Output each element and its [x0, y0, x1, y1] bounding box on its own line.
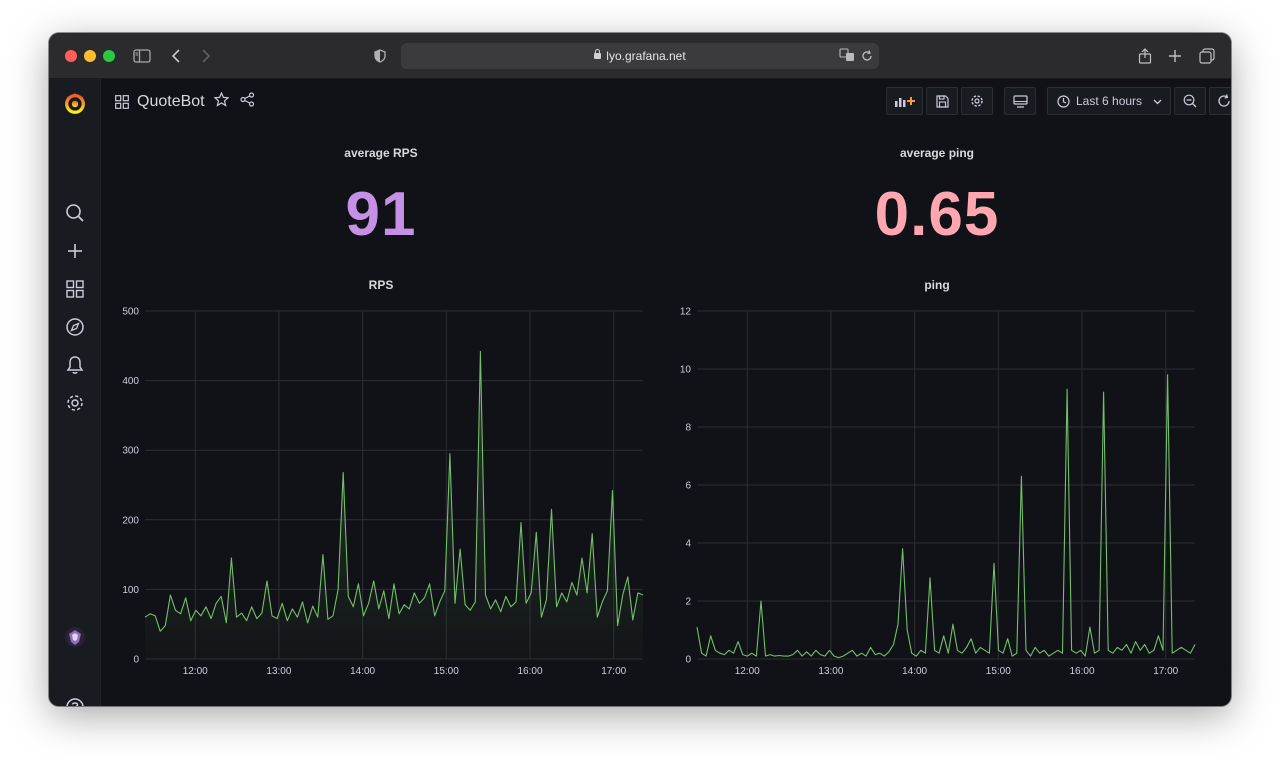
x-tick-label: 16:00	[1069, 666, 1094, 677]
sidebar-toggle-icon[interactable]	[131, 45, 153, 67]
close-window-button[interactable]	[65, 50, 77, 62]
help-icon[interactable]	[63, 695, 87, 706]
series-area-fill	[145, 351, 643, 659]
share-dashboard-icon[interactable]	[240, 92, 255, 112]
zoom-window-button[interactable]	[103, 50, 115, 62]
minimize-window-button[interactable]	[84, 50, 96, 62]
url-text: lyo.grafana.net	[606, 49, 686, 63]
browser-window: lyo.grafana.net	[49, 33, 1231, 706]
ping-time-series-chart[interactable]: 0 2 4 6 8 10 12 12:00 13:00 14:00 15:00 16:00 17:00	[663, 301, 1207, 681]
y-tick-label: 2	[685, 597, 691, 608]
create-plus-icon[interactable]	[63, 239, 87, 263]
series-line[interactable]	[696, 374, 1196, 659]
y-tick-label: 0	[685, 655, 691, 666]
time-range-picker[interactable]: Last 6 hours	[1047, 87, 1171, 115]
lock-icon	[594, 49, 602, 59]
graph-panel-title-ping[interactable]: ping	[924, 278, 950, 292]
browser-toolbar: lyo.grafana.net	[49, 33, 1231, 79]
configuration-gear-icon[interactable]	[63, 391, 87, 415]
save-dashboard-button[interactable]	[926, 87, 958, 115]
x-tick-label: 13:00	[818, 666, 843, 677]
stat-value-ping: 0.65	[874, 180, 1000, 249]
time-range-label: Last 6 hours	[1076, 94, 1143, 108]
tab-overview-icon[interactable]	[1196, 45, 1218, 67]
y-tick-label: 12	[680, 307, 692, 318]
share-icon[interactable]	[1134, 45, 1156, 67]
clock-icon	[1057, 94, 1070, 108]
user-avatar[interactable]	[63, 625, 87, 649]
cycle-view-mode-button[interactable]	[1004, 87, 1036, 115]
forward-icon[interactable]	[195, 45, 217, 67]
x-tick-label: 16:00	[517, 666, 542, 677]
chevron-down-icon	[1153, 99, 1162, 105]
x-tick-label: 17:00	[1153, 666, 1178, 677]
settings-gear-icon	[971, 95, 983, 107]
dashboards-grid-icon[interactable]	[63, 277, 87, 301]
stat-value-rps: 91	[345, 180, 417, 249]
refresh-icon	[1218, 94, 1230, 107]
zoom-out-button[interactable]	[1174, 87, 1206, 115]
x-tick-label: 14:00	[350, 666, 375, 677]
refresh-button[interactable]	[1209, 87, 1231, 115]
y-tick-label: 300	[122, 446, 139, 457]
grafana-logo-icon[interactable]	[63, 91, 87, 115]
dashboard-navbar: QuoteBot Last 6 hours	[101, 79, 1231, 125]
x-tick-label: 17:00	[601, 666, 626, 677]
x-tick-label: 12:00	[735, 666, 760, 677]
x-tick-label: 15:00	[986, 666, 1011, 677]
back-icon[interactable]	[165, 45, 187, 67]
x-tick-label: 12:00	[183, 666, 208, 677]
star-icon[interactable]	[213, 91, 230, 112]
rps-time-series-chart[interactable]: 0 100 200 300 400 500 12:00 13:00 14:00 15:00 16:0…	[107, 301, 655, 681]
x-tick-label: 13:00	[266, 666, 291, 677]
alerting-bell-icon[interactable]	[63, 353, 87, 377]
save-icon	[935, 94, 949, 108]
y-tick-label: 200	[122, 515, 139, 526]
y-tick-label: 0	[133, 655, 139, 666]
new-tab-icon[interactable]	[1164, 45, 1186, 67]
y-tick-label: 500	[122, 307, 139, 318]
search-icon[interactable]	[63, 201, 87, 225]
address-bar[interactable]: lyo.grafana.net	[401, 43, 879, 69]
x-tick-label: 14:00	[902, 666, 927, 677]
x-tick-label: 15:00	[434, 666, 459, 677]
y-tick-label: 100	[122, 585, 139, 596]
stat-panel-title-rps[interactable]: average RPS	[344, 146, 418, 160]
explore-compass-icon[interactable]	[63, 315, 87, 339]
graph-panel-title-rps[interactable]: RPS	[368, 278, 394, 292]
series-line[interactable]	[144, 350, 644, 632]
zoom-out-icon	[1183, 94, 1197, 108]
translate-icon[interactable]	[839, 48, 855, 67]
monitor-icon	[1012, 94, 1028, 108]
reload-icon[interactable]	[861, 49, 873, 67]
privacy-shield-icon[interactable]	[369, 45, 391, 67]
y-tick-label: 10	[680, 365, 692, 376]
y-tick-label: 8	[685, 423, 691, 434]
dashboard-title[interactable]: QuoteBot	[137, 93, 205, 110]
stat-panel-title-ping[interactable]: average ping	[899, 146, 975, 160]
dashboard-settings-button[interactable]	[961, 87, 993, 115]
add-panel-button[interactable]	[886, 87, 923, 115]
add-panel-icon	[894, 97, 915, 107]
dashboard-grid-icon	[115, 95, 129, 114]
y-tick-label: 4	[685, 539, 691, 550]
y-tick-label: 6	[685, 481, 691, 492]
y-tick-label: 400	[122, 376, 139, 387]
grafana-sidebar	[49, 79, 101, 706]
